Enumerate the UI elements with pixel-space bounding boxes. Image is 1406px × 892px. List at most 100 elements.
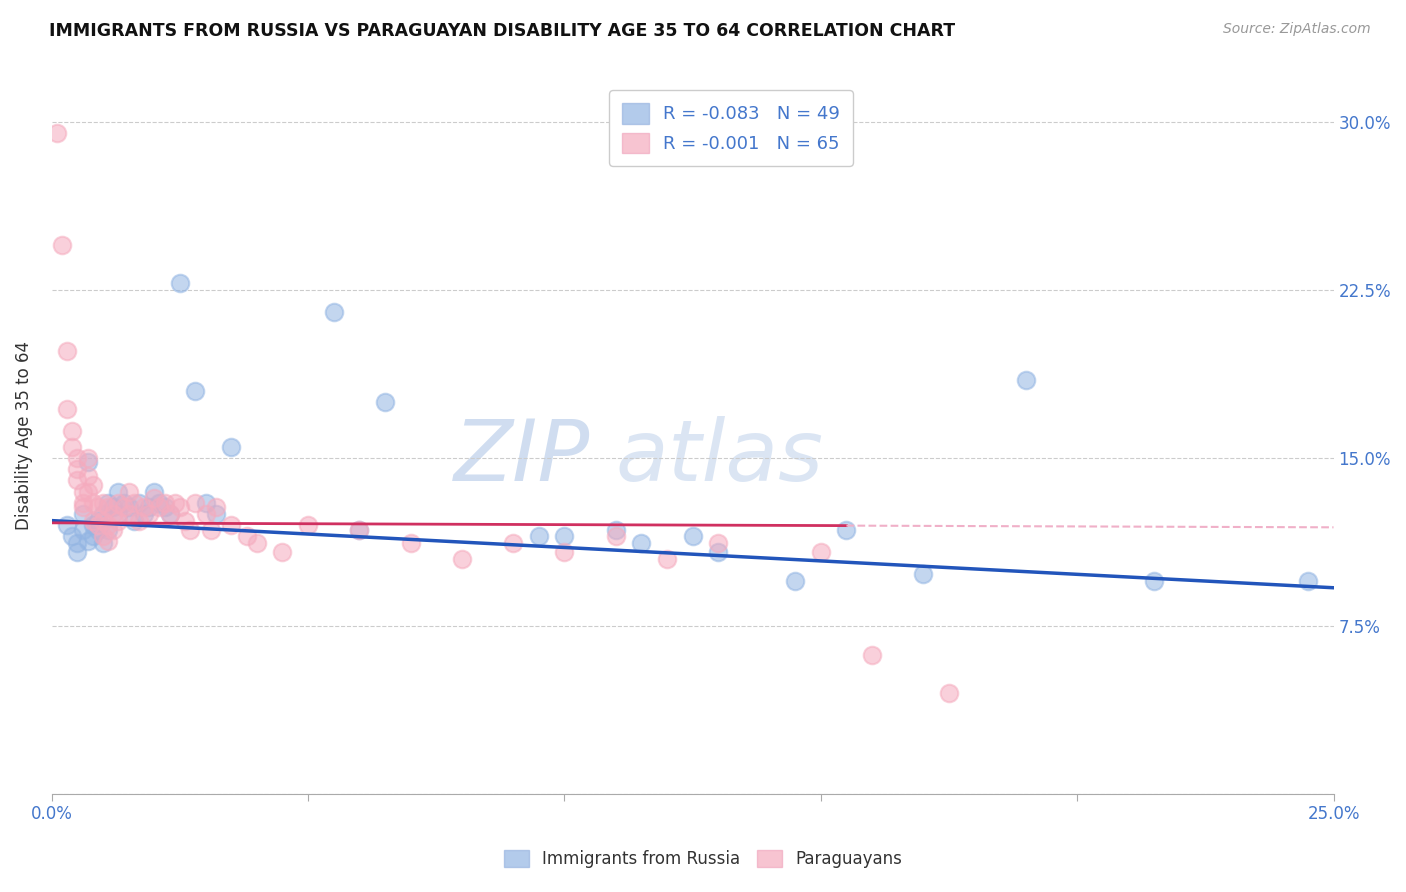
Point xyxy=(91,514,114,528)
Point xyxy=(1143,574,1166,588)
Point xyxy=(502,536,524,550)
Point xyxy=(179,523,201,537)
Point xyxy=(143,491,166,506)
Point xyxy=(66,462,89,476)
Point xyxy=(56,401,79,416)
Point xyxy=(138,507,160,521)
Point xyxy=(219,440,242,454)
Point xyxy=(153,500,176,515)
Point xyxy=(143,484,166,499)
Point xyxy=(835,523,858,537)
Point xyxy=(60,529,83,543)
Point xyxy=(82,529,104,543)
Point xyxy=(76,533,98,548)
Point xyxy=(72,523,94,537)
Point xyxy=(122,496,145,510)
Point xyxy=(655,551,678,566)
Point xyxy=(76,450,98,465)
Point xyxy=(184,496,207,510)
Point xyxy=(169,277,191,291)
Point xyxy=(271,545,294,559)
Point xyxy=(810,545,832,559)
Point xyxy=(51,238,73,252)
Point xyxy=(118,507,141,521)
Point xyxy=(76,468,98,483)
Point xyxy=(322,305,344,319)
Point xyxy=(87,514,110,528)
Point xyxy=(204,500,226,515)
Point xyxy=(159,507,181,521)
Point xyxy=(66,450,89,465)
Point xyxy=(349,523,371,537)
Point xyxy=(66,545,89,559)
Point xyxy=(122,514,145,528)
Point xyxy=(91,496,114,510)
Point xyxy=(97,523,120,537)
Point xyxy=(45,127,67,141)
Point xyxy=(103,507,125,521)
Point xyxy=(200,523,222,537)
Point xyxy=(169,500,191,515)
Point xyxy=(399,536,422,550)
Point xyxy=(82,496,104,510)
Point xyxy=(246,536,269,550)
Point xyxy=(66,473,89,487)
Point xyxy=(128,514,150,528)
Point xyxy=(1296,574,1319,588)
Point xyxy=(97,496,120,510)
Point xyxy=(707,545,730,559)
Point xyxy=(553,545,575,559)
Point xyxy=(118,484,141,499)
Point xyxy=(235,529,257,543)
Point xyxy=(103,500,125,515)
Point xyxy=(707,536,730,550)
Point xyxy=(527,529,550,543)
Point xyxy=(82,518,104,533)
Point xyxy=(912,567,935,582)
Point xyxy=(60,424,83,438)
Point xyxy=(118,500,141,515)
Text: Source: ZipAtlas.com: Source: ZipAtlas.com xyxy=(1223,22,1371,37)
Point xyxy=(163,496,186,510)
Point xyxy=(112,500,135,515)
Point xyxy=(107,484,129,499)
Point xyxy=(128,496,150,510)
Point xyxy=(107,507,129,521)
Y-axis label: Disability Age 35 to 64: Disability Age 35 to 64 xyxy=(15,341,32,530)
Point xyxy=(605,529,627,543)
Point xyxy=(112,496,135,510)
Point xyxy=(682,529,704,543)
Point xyxy=(91,507,114,521)
Point xyxy=(194,496,217,510)
Point xyxy=(132,500,155,515)
Point xyxy=(72,507,94,521)
Point xyxy=(60,440,83,454)
Point xyxy=(349,523,371,537)
Text: IMMIGRANTS FROM RUSSIA VS PARAGUAYAN DISABILITY AGE 35 TO 64 CORRELATION CHART: IMMIGRANTS FROM RUSSIA VS PARAGUAYAN DIS… xyxy=(49,22,955,40)
Point xyxy=(605,523,627,537)
Point xyxy=(87,523,110,537)
Point xyxy=(107,496,129,510)
Point xyxy=(219,518,242,533)
Point xyxy=(91,536,114,550)
Point xyxy=(72,496,94,510)
Point xyxy=(97,518,120,533)
Point xyxy=(374,395,396,409)
Point xyxy=(860,648,883,662)
Point xyxy=(174,514,197,528)
Point xyxy=(630,536,652,550)
Point xyxy=(72,500,94,515)
Point xyxy=(87,518,110,533)
Point xyxy=(56,343,79,358)
Point xyxy=(194,507,217,521)
Point xyxy=(132,507,155,521)
Point xyxy=(97,533,120,548)
Point xyxy=(76,455,98,469)
Point xyxy=(82,477,104,491)
Point xyxy=(938,686,960,700)
Point xyxy=(97,500,120,515)
Text: atlas: atlas xyxy=(616,416,824,499)
Point xyxy=(76,484,98,499)
Point xyxy=(204,507,226,521)
Legend: Immigrants from Russia, Paraguayans: Immigrants from Russia, Paraguayans xyxy=(495,842,911,877)
